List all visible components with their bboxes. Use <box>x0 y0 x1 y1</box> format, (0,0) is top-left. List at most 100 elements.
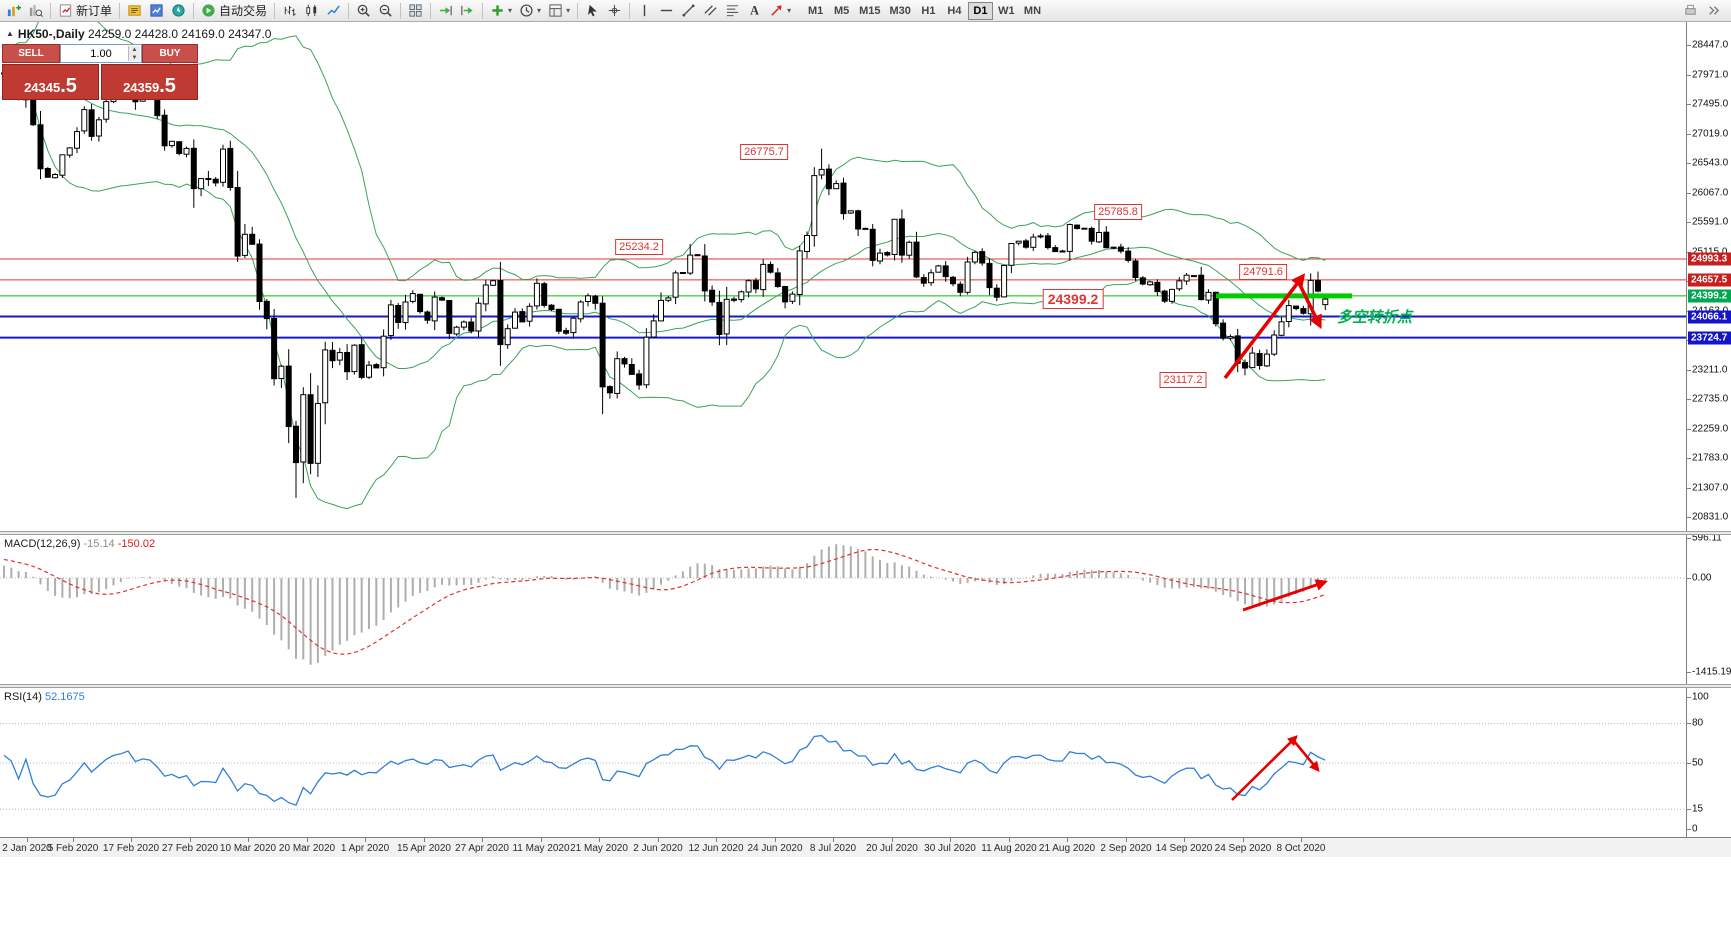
support-highlight-line[interactable] <box>1216 293 1352 299</box>
time-axis-label: 2 Jun 2020 <box>633 843 683 854</box>
rsi-panel-canvas[interactable] <box>0 688 1686 837</box>
timeframe-m5-button[interactable]: M5 <box>833 4 850 17</box>
metaeditor-button[interactable] <box>124 1 145 20</box>
rsi-axis-label: 100 <box>1692 691 1709 703</box>
timeframe-d1-button[interactable]: D1 <box>967 1 993 20</box>
time-axis-tick <box>1009 838 1010 842</box>
price-label-box[interactable]: 25234.2 <box>615 239 663 255</box>
navigator-icon <box>171 3 186 18</box>
periods-button[interactable]: ▾ <box>516 1 544 20</box>
zoom-in-button[interactable] <box>353 1 374 20</box>
new-order-button[interactable]: 新订单 <box>55 1 115 20</box>
panel-separator[interactable] <box>0 531 1731 535</box>
svg-text:A: A <box>750 4 759 18</box>
time-axis[interactable]: 2 Jan 2020 5 Feb 2020 17 Feb 2020 27 Feb 20… <box>0 837 1731 857</box>
timeframe-w1-button[interactable]: W1 <box>998 4 1015 17</box>
fibonacci-button[interactable] <box>722 1 743 20</box>
main-toolbar: 新订单 自动交易 ▾ ▾ ▾ A ▾ M1 M5 M15 M30 H1 H4 D1 W1 MN <box>0 0 1731 22</box>
price-axis-tick <box>1687 222 1691 224</box>
cursor-button[interactable] <box>582 1 603 20</box>
macd-panel-canvas[interactable] <box>0 535 1686 684</box>
price-axis[interactable]: 28447.0 27971.0 27495.0 27019.0 26543.0 26067… <box>1686 22 1731 837</box>
macd-indicator-label: MACD(12,26,9) -15.14 -150.02 <box>4 538 155 550</box>
horizontal-line-button[interactable] <box>656 1 677 20</box>
price-axis-tick <box>1687 399 1691 401</box>
timeframe-h4-button[interactable]: H4 <box>947 4 962 17</box>
buy-price-box[interactable]: 24359.5 <box>101 64 198 100</box>
price-label-box[interactable]: 23117.2 <box>1159 372 1207 388</box>
panel-separator[interactable] <box>0 684 1731 688</box>
zoom-out-button[interactable] <box>375 1 396 20</box>
time-axis-label: 8 Oct 2020 <box>1276 843 1326 854</box>
timeframe-mn-button[interactable]: MN <box>1023 4 1042 17</box>
price-chart-canvas[interactable] <box>0 22 1686 531</box>
lot-decrease-button[interactable]: ▼ <box>131 55 138 61</box>
grid-icon <box>408 3 423 18</box>
trend-arrow[interactable] <box>1298 284 1322 330</box>
market-watch-button[interactable] <box>146 1 167 20</box>
candle-chart-mode-button[interactable] <box>301 1 322 20</box>
price-label-box[interactable]: 25785.8 <box>1094 204 1142 220</box>
print-button[interactable] <box>1680 1 1701 20</box>
price-axis-tick <box>1687 74 1691 76</box>
arrows-tool-button[interactable]: ▾ <box>766 1 794 20</box>
tile-windows-button[interactable] <box>405 1 426 20</box>
timeframe-m1-button[interactable]: M1 <box>807 4 824 17</box>
trend-arrow[interactable] <box>1242 579 1328 612</box>
autotrading-label: 自动交易 <box>219 4 268 18</box>
time-axis-label: 1 Apr 2020 <box>340 843 390 854</box>
indicators-button[interactable]: ▾ <box>487 1 515 20</box>
chart-ohlc-values: 24259.0 24428.0 24169.0 24347.0 <box>87 27 272 41</box>
sell-button[interactable]: SELL <box>2 44 60 63</box>
price-label-box[interactable]: 24791.6 <box>1239 264 1287 280</box>
timeframe-h1-button[interactable]: H1 <box>921 4 936 17</box>
lot-size-field[interactable]: 1.00 ▲ ▼ <box>60 44 142 63</box>
autotrading-button[interactable]: 自动交易 <box>198 1 270 20</box>
time-axis-tick <box>1126 838 1127 842</box>
one-click-trading-panel: SELL 1.00 ▲ ▼ BUY 24345.5 24359.5 <box>2 44 198 100</box>
price-tag: 24066.1 <box>1688 310 1731 323</box>
rsi-line <box>3 734 1326 807</box>
lot-increase-button[interactable]: ▲ <box>131 47 138 53</box>
one-click-collapse-icon[interactable]: ▲ <box>6 29 14 38</box>
toolbar-separator <box>629 2 631 19</box>
text-label-button[interactable]: A <box>744 1 765 20</box>
sell-price-box[interactable]: 24345.5 <box>2 64 99 100</box>
chart-profiles-button[interactable] <box>25 1 46 20</box>
time-axis-tick <box>482 838 483 842</box>
arrows-icon <box>769 3 784 18</box>
bollinger-band-line <box>3 63 1326 369</box>
buy-button[interactable]: BUY <box>142 44 198 63</box>
templates-button[interactable]: ▾ <box>545 1 573 20</box>
time-axis-label: 15 Apr 2020 <box>397 843 451 854</box>
time-axis-tick <box>716 838 717 842</box>
trend-arrow[interactable] <box>1231 735 1298 801</box>
bars-icon <box>282 3 297 18</box>
bar-chart-mode-button[interactable] <box>279 1 300 20</box>
equidistant-channel-button[interactable] <box>700 1 721 20</box>
price-label-box[interactable]: 26775.7 <box>740 144 788 160</box>
chart-shift-button[interactable] <box>457 1 478 20</box>
new-chart-button[interactable] <box>3 1 24 20</box>
vertical-line-button[interactable] <box>634 1 655 20</box>
note-text[interactable]: 多空转折点 <box>1337 309 1413 326</box>
overflow-button[interactable] <box>1703 1 1724 20</box>
toolbar-separator <box>577 2 579 19</box>
trendline-button[interactable] <box>678 1 699 20</box>
auto-scroll-button[interactable] <box>435 1 456 20</box>
trend-arrow[interactable] <box>1292 740 1320 773</box>
crosshair-button[interactable] <box>604 1 625 20</box>
buy-price-fraction: .5 <box>159 75 176 97</box>
timeframe-m15-button[interactable]: M15 <box>859 4 881 17</box>
time-axis-tick <box>833 838 834 842</box>
macd-signal-value: -150.02 <box>117 538 156 550</box>
navigator-button[interactable] <box>168 1 189 20</box>
price-axis-tick <box>1687 45 1691 46</box>
trend-arrow[interactable] <box>1223 273 1306 380</box>
timeframe-m30-button[interactable]: M30 <box>889 4 911 17</box>
time-axis-label: 11 Aug 2020 <box>981 843 1037 854</box>
price-label-box[interactable]: 24399.2 <box>1042 289 1104 309</box>
line-chart-mode-button[interactable] <box>323 1 344 20</box>
time-axis-tick <box>658 838 659 842</box>
